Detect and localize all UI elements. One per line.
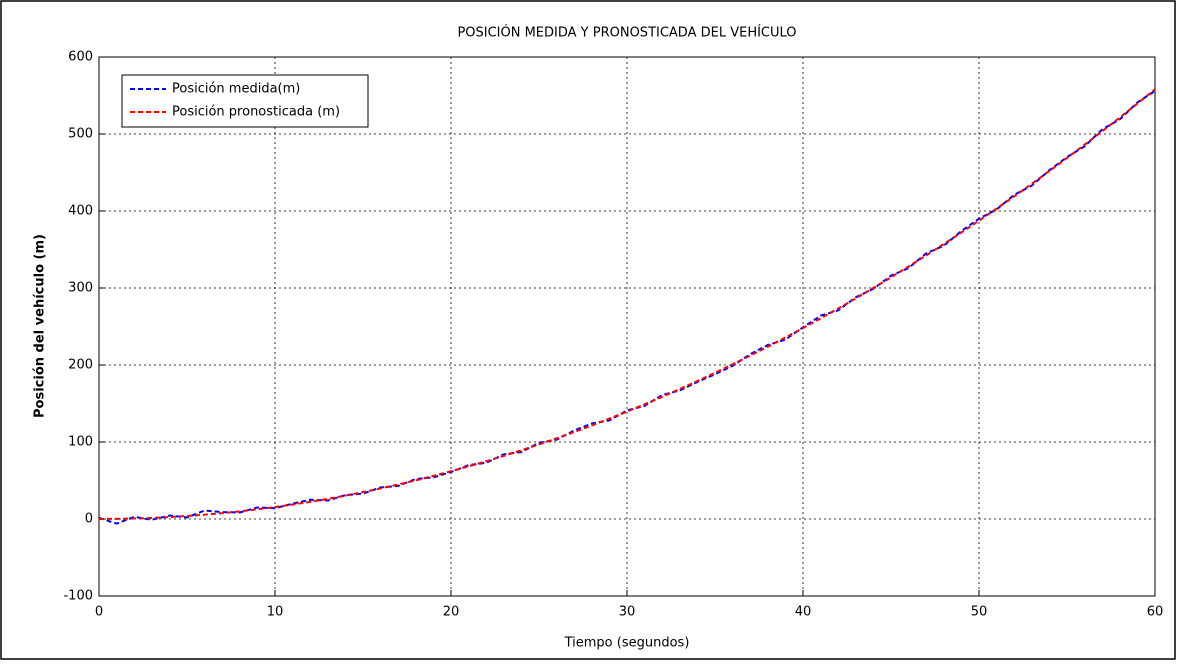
legend-label: Posición pronosticada (m) bbox=[172, 105, 340, 120]
y-axis-label: Posición del vehículo (m) bbox=[33, 234, 48, 418]
data-line bbox=[98, 88, 1156, 520]
chart-title: POSICIÓN MEDIDA Y PRONOSTICADA DEL VEHÍC… bbox=[457, 25, 796, 41]
x-tick-label: 50 bbox=[971, 605, 988, 620]
y-tick-label: 500 bbox=[68, 127, 93, 142]
x-tick-label: 0 bbox=[95, 605, 103, 620]
y-tick-label: 400 bbox=[68, 204, 93, 219]
x-axis-label: Tiempo (segundos) bbox=[564, 636, 690, 651]
y-tick-label: 600 bbox=[68, 50, 93, 65]
x-tick-label: 10 bbox=[267, 605, 284, 620]
y-tick-label: 200 bbox=[68, 358, 93, 373]
y-tick-label: -100 bbox=[63, 589, 93, 604]
data-line bbox=[98, 90, 1156, 525]
y-tick-label: 300 bbox=[68, 281, 93, 296]
x-tick-label: 60 bbox=[1147, 605, 1164, 620]
x-tick-label: 20 bbox=[443, 605, 460, 620]
legend-label: Posición medida(m) bbox=[172, 82, 300, 97]
x-tick-label: 40 bbox=[795, 605, 812, 620]
y-tick-label: 100 bbox=[68, 435, 93, 450]
y-tick-label: 0 bbox=[85, 512, 93, 527]
legend-box bbox=[121, 74, 369, 128]
x-tick-label: 30 bbox=[619, 605, 636, 620]
